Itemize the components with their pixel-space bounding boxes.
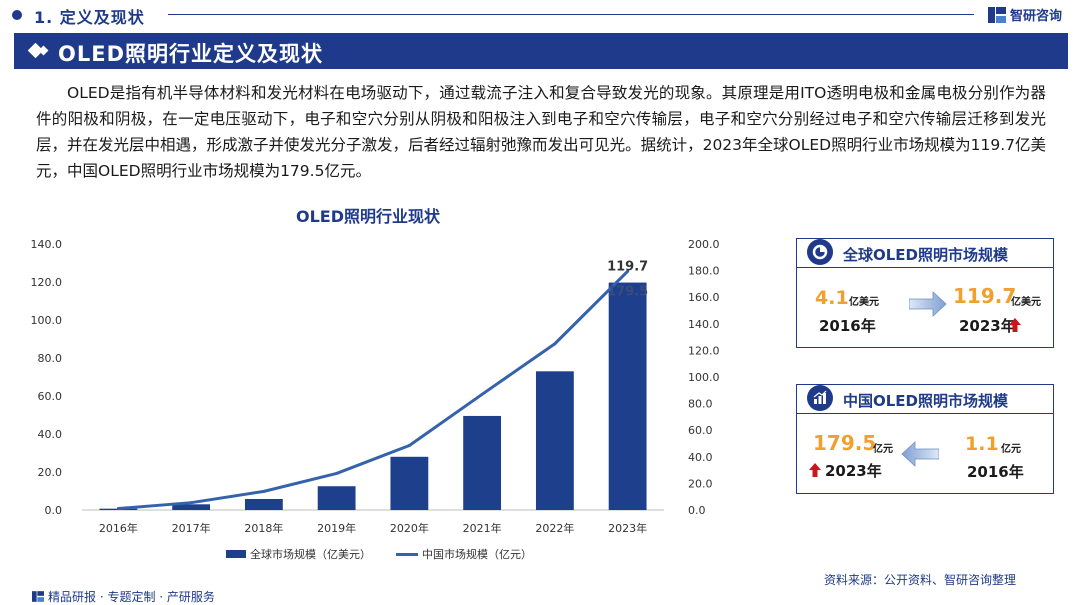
x-tick-label: 2021年 <box>463 521 502 535</box>
x-tick-label: 2022年 <box>535 521 574 535</box>
global-to-unit: 亿美元 <box>1011 297 1041 308</box>
zhiyan-logo-icon <box>988 6 1006 23</box>
line-point <box>553 342 557 346</box>
y-left-tick-label: 20.0 <box>38 466 63 479</box>
china-card-title: 中国OLED照明市场规模 <box>843 392 1009 410</box>
global-card-title: 全球OLED照明市场规模 <box>843 246 1009 264</box>
right-arrow-icon <box>909 291 947 317</box>
y-right-tick-label: 120.0 <box>688 344 720 357</box>
pie-chart-icon <box>807 239 833 265</box>
bar <box>535 371 574 510</box>
footer-slogan: 精品研报 · 专题定制 · 产研服务 <box>32 588 215 605</box>
global-to-value: 119.7 <box>953 284 1017 308</box>
left-arrow-icon <box>901 441 939 467</box>
chart-title: OLED照明行业现状 <box>296 207 441 226</box>
global-market-card: 全球OLED照明市场规模 4.1 亿美元 2016年 119.7 亿美元 202… <box>796 238 1054 348</box>
legend-label-global: 全球市场规模（亿美元） <box>250 548 371 561</box>
legend-item-global: 全球市场规模（亿美元） <box>226 546 371 562</box>
zhiyan-logo-icon <box>32 591 44 602</box>
brand-name: 智研咨询 <box>1010 9 1063 24</box>
line-point <box>335 471 339 475</box>
page-title: OLED照明行业定义及现状 <box>58 42 324 66</box>
y-left-tick-label: 60.0 <box>38 390 63 403</box>
top-bar: 1. 定义及现状 智研咨询 <box>0 0 1080 30</box>
line-point <box>626 269 630 273</box>
footer-slogan-text: 精品研报 · 专题定制 · 产研服务 <box>48 590 215 604</box>
x-tick-label: 2018年 <box>244 521 283 535</box>
y-left-tick-label: 0.0 <box>45 504 63 517</box>
header-divider <box>168 14 974 15</box>
bar <box>390 456 429 510</box>
y-left-tick-label: 40.0 <box>38 428 63 441</box>
line-point <box>480 392 484 396</box>
global-from-year: 2016年 <box>819 317 876 335</box>
china-market-card: 中国OLED照明市场规模 179.5 亿元 2023年 1.1 亿元 2016年 <box>796 384 1054 494</box>
global-from-unit: 亿美元 <box>849 297 879 308</box>
section-bullet-icon <box>12 10 22 20</box>
global-to-year: 2023年 <box>959 317 1016 335</box>
china-to-value: 179.5 <box>813 431 877 455</box>
china-card-divider <box>797 413 1053 414</box>
market-size-chart: 0.0 20.0 40.0 60.0 80.0 100.0 120.0 140.0 0.0 20.… <box>31 238 720 535</box>
brand-logo: 智研咨询 <box>988 5 1062 24</box>
global-card-divider <box>797 267 1053 268</box>
china-from-year: 2016年 <box>967 463 1024 481</box>
x-tick-label: 2017年 <box>172 521 211 535</box>
global-card-header: 全球OLED照明市场规模 <box>797 239 1053 269</box>
x-tick-label: 2019年 <box>317 521 356 535</box>
y-right-tick-label: 200.0 <box>688 238 720 251</box>
y-right-tick-label: 40.0 <box>688 451 713 464</box>
bar-chart-icon <box>807 385 833 411</box>
china-to-unit: 亿元 <box>873 444 893 455</box>
legend-swatch-line <box>396 552 418 556</box>
y-right-tick-label: 100.0 <box>688 371 720 384</box>
y-left-tick-label: 80.0 <box>38 352 63 365</box>
x-tick-label: 2023年 <box>608 521 647 535</box>
bar <box>463 415 502 510</box>
legend-label-china: 中国市场规模（亿元） <box>422 548 532 561</box>
china-card-header: 中国OLED照明市场规模 <box>797 385 1053 415</box>
source-note: 资料来源：公开资料、智研咨询整理 <box>824 573 1017 587</box>
global-from-value: 4.1 <box>815 287 849 309</box>
y-right-tick-label: 20.0 <box>688 477 713 490</box>
bar <box>244 498 283 510</box>
data-label: 119.7 <box>607 260 648 275</box>
y-right-tick-label: 180.0 <box>688 265 720 278</box>
bar <box>608 282 647 510</box>
data-label: 179.5 <box>607 284 648 299</box>
series-line <box>118 270 629 511</box>
title-banner: OLED照明行业定义及现状 <box>14 33 1068 69</box>
definition-paragraph: OLED是指有机半导体材料和发光材料在电场驱动下，通过载流子注入和复合导致发光的… <box>36 84 1046 180</box>
line-point <box>116 507 120 511</box>
y-right-tick-label: 60.0 <box>688 424 713 437</box>
up-arrow-icon <box>809 463 821 477</box>
line-point <box>189 501 193 505</box>
y-left-tick-label: 100.0 <box>31 314 63 327</box>
y-right-tick-label: 80.0 <box>688 398 713 411</box>
y-left-tick-label: 140.0 <box>31 238 63 251</box>
diamond-icon-small <box>38 45 49 56</box>
y-left-tick-label: 120.0 <box>31 276 63 289</box>
china-from-value: 1.1 <box>965 433 999 455</box>
legend-item-china: 中国市场规模（亿元） <box>396 546 532 562</box>
china-to-year: 2023年 <box>825 462 882 480</box>
y-right-tick-label: 0.0 <box>688 504 706 517</box>
bar <box>172 504 211 510</box>
up-arrow-icon <box>1009 318 1021 332</box>
line-point <box>407 443 411 447</box>
section-title: 1. 定义及现状 <box>34 8 145 27</box>
y-right-tick-label: 160.0 <box>688 291 720 304</box>
x-tick-label: 2016年 <box>99 521 138 535</box>
x-tick-label: 2020年 <box>390 521 429 535</box>
china-from-unit: 亿元 <box>1001 444 1021 455</box>
line-point <box>262 489 266 493</box>
y-right-tick-label: 140.0 <box>688 318 720 331</box>
legend-swatch-bar <box>226 550 246 558</box>
bar <box>317 486 356 510</box>
